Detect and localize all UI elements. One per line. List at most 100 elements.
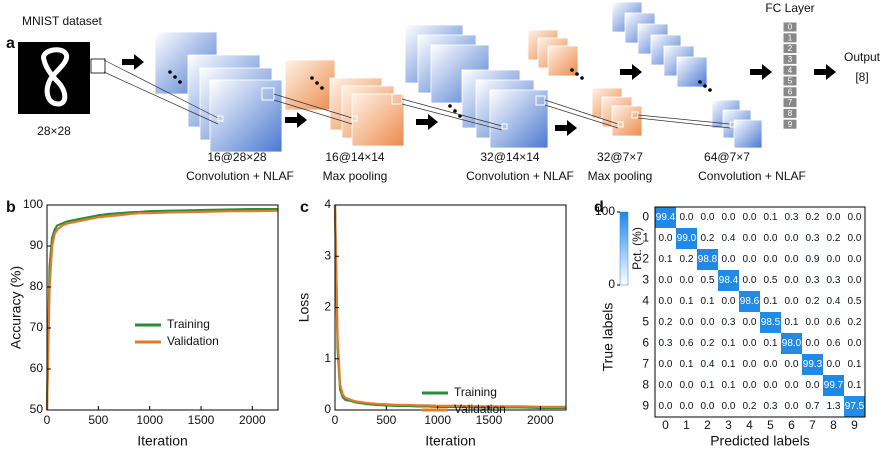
cell-label: 98.8	[698, 254, 718, 265]
cell-label: 0.0	[785, 275, 799, 286]
series-line	[333, 204, 566, 408]
y-tick-label: 9	[642, 399, 649, 413]
cell-label: 0.0	[743, 233, 757, 244]
cell-label: 0.0	[743, 254, 757, 265]
cell-label: 0.0	[680, 380, 694, 391]
fc-node	[782, 97, 798, 109]
fc-node-label: 0	[788, 23, 793, 32]
fc-node	[782, 107, 798, 119]
y-tick-label: 6	[642, 336, 649, 350]
cell-label: 0.0	[701, 212, 715, 223]
cell-label: 99.0	[677, 233, 697, 244]
feature-map	[489, 89, 549, 149]
arrow	[416, 114, 438, 130]
series-line	[45, 209, 279, 411]
cell-label: 0.0	[701, 401, 715, 412]
cell-label: 0.1	[680, 296, 694, 307]
cell-label: 0.0	[848, 254, 862, 265]
connector	[273, 93, 353, 119]
cell-label: 0.0	[680, 212, 694, 223]
heatmap-cell	[697, 291, 718, 312]
layer-size: 32@7×7	[597, 150, 643, 164]
heatmap-cell	[760, 270, 781, 291]
heatmap-cell	[781, 396, 802, 417]
cell-label: 0.1	[680, 359, 694, 370]
feature-map	[733, 119, 763, 149]
heatmap-cell	[655, 228, 676, 249]
heatmap-cell	[718, 375, 739, 396]
arrow	[814, 64, 836, 80]
x-tick-label: 1500	[188, 413, 215, 427]
heatmap-cell	[844, 249, 865, 270]
fc-node	[782, 21, 798, 33]
heatmap-cell	[823, 207, 844, 228]
receptive-field	[91, 59, 105, 73]
cell-label: 0.0	[743, 317, 757, 328]
heatmap-cell	[718, 312, 739, 333]
ellipsis-dot	[320, 86, 324, 90]
panel-letter: d	[594, 199, 604, 216]
cell-label: 0.0	[659, 275, 673, 286]
cell-label: 0.0	[764, 380, 778, 391]
heatmap-cell	[718, 207, 739, 228]
heatmap-cell	[739, 354, 760, 375]
x-tick-label: 0	[332, 413, 339, 427]
cell-label: 0.5	[764, 275, 778, 286]
panel-letter: a	[6, 35, 15, 52]
cell-label: 0.1	[764, 338, 778, 349]
heatmap-cell	[781, 207, 802, 228]
connector	[544, 104, 619, 129]
x-tick-label: 1000	[424, 413, 451, 427]
window	[351, 115, 358, 122]
cell-label: 0.2	[848, 317, 862, 328]
x-tick-label: 9	[851, 418, 858, 432]
heatmap-cell	[781, 375, 802, 396]
fc-node	[782, 43, 798, 55]
heatmap-cell	[781, 291, 802, 312]
y-tick-label: 4	[324, 197, 331, 211]
cell-label: 0.6	[827, 317, 841, 328]
y-tick-label: 1	[642, 231, 649, 245]
y-tick-label: 1	[324, 351, 331, 365]
heatmap-cell	[697, 270, 718, 291]
cell-label: 0.4	[827, 296, 841, 307]
colorbar-tick-label: 0	[608, 277, 615, 291]
heatmap-cell	[739, 228, 760, 249]
heatmap-cell	[718, 396, 739, 417]
cell-label: 0.0	[764, 233, 778, 244]
x-axis-label: Predicted labels	[710, 433, 810, 449]
y-tick-label: 0	[642, 210, 649, 224]
cell-label: 0.2	[701, 233, 715, 244]
x-tick-label: 1	[683, 418, 690, 432]
colorbar-label: Pct. (%)	[630, 227, 644, 270]
arrow	[285, 112, 307, 128]
heatmap-cell	[802, 333, 823, 354]
fc-node-label: 6	[788, 87, 793, 96]
matrix-frame	[654, 206, 866, 418]
fc-node-label: 3	[788, 55, 793, 64]
colorbar-tick-label: 100	[595, 204, 615, 218]
cell-label: 99.4	[656, 212, 676, 223]
input-size: 28×28	[37, 124, 71, 138]
x-tick-label: 2	[704, 418, 711, 432]
cell-label: 0.3	[722, 317, 736, 328]
heatmap-cell	[844, 228, 865, 249]
cell-label: 0.4	[701, 359, 715, 370]
connector	[401, 98, 503, 127]
ellipsis-dot	[310, 76, 314, 80]
y-tick-label: 5	[642, 315, 649, 329]
y-axis-label: Loss	[296, 293, 312, 323]
cell-label: 0.0	[785, 233, 799, 244]
heatmap-cell	[781, 333, 802, 354]
heatmap-cell	[781, 228, 802, 249]
heatmap-cell	[697, 375, 718, 396]
cell-label: 0.0	[785, 254, 799, 265]
heatmap-cell	[676, 228, 697, 249]
feature-map	[284, 59, 336, 111]
layer-size: 32@14×14	[480, 150, 540, 164]
x-tick-label: 7	[809, 418, 816, 432]
heatmap-cell	[739, 333, 760, 354]
panel-letter: b	[6, 199, 16, 216]
ellipsis-dot	[570, 68, 574, 72]
